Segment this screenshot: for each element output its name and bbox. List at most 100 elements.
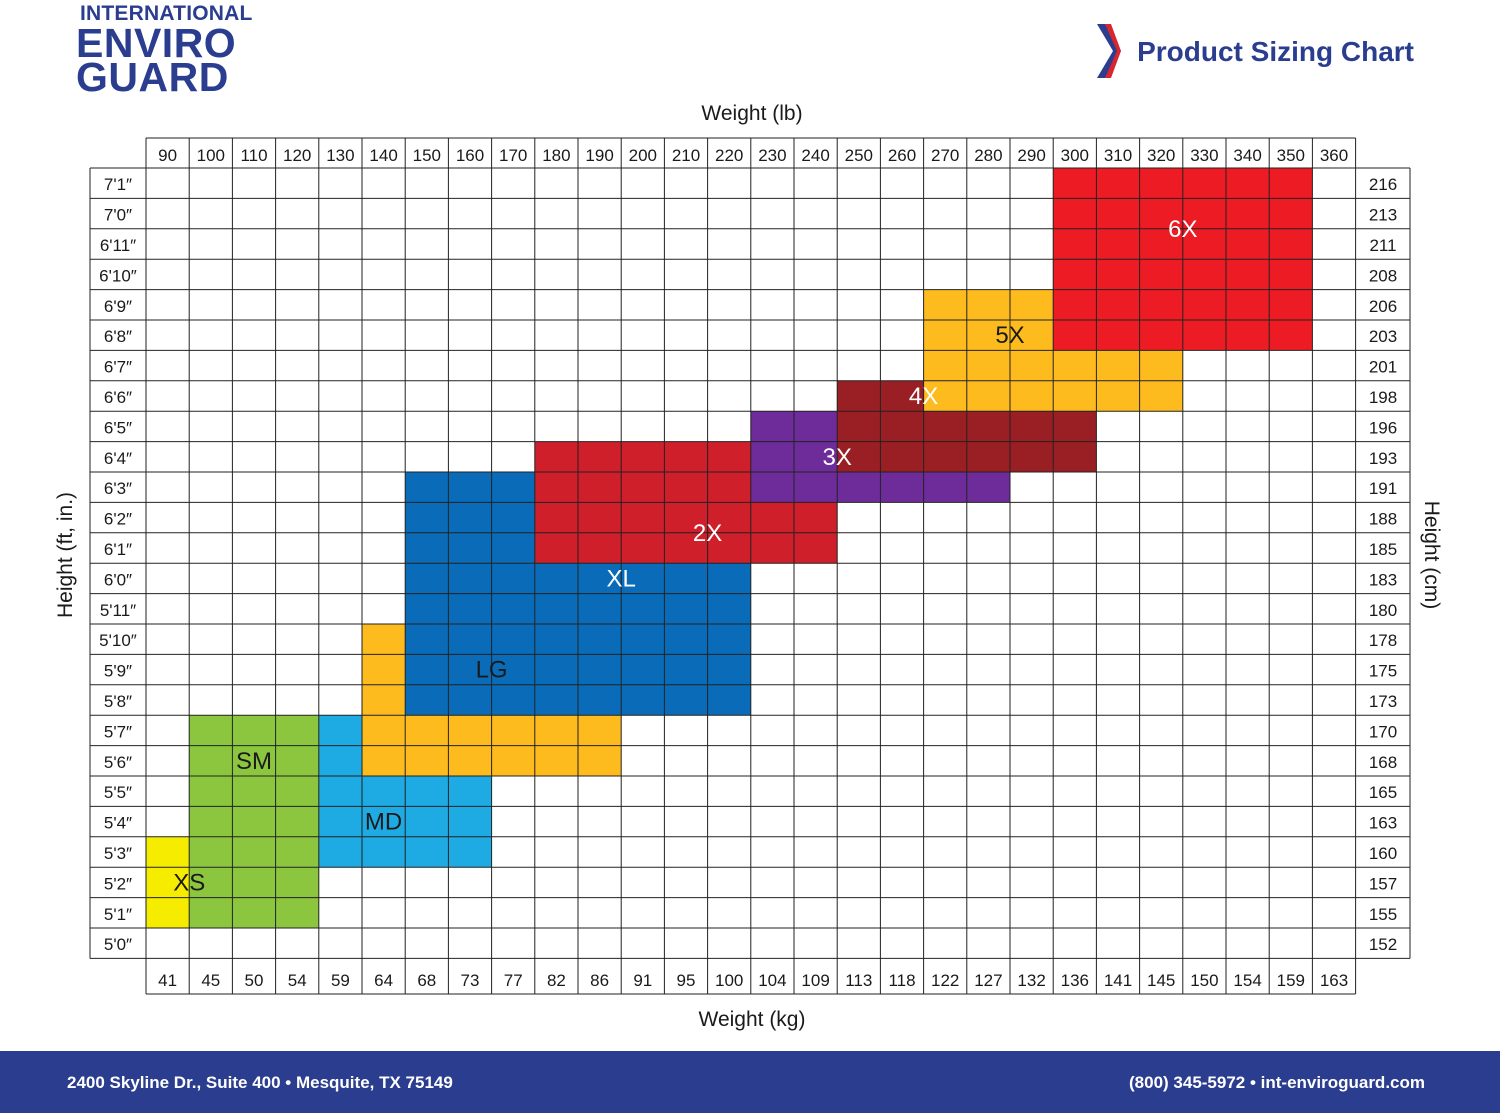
size-label-sm: SM [236, 748, 272, 775]
tick-label-kg: 73 [461, 971, 480, 990]
tick-label-ft: 6'3″ [104, 479, 132, 498]
tick-label-lb: 90 [158, 146, 177, 165]
sizing-chart: XS SM MD LG XL 2X 3X 4X 5X 6X 90 100 110 120 130 140 150… [54, 102, 1443, 1031]
tick-label-lb: 310 [1104, 146, 1132, 165]
footer-address: 2400 Skyline Dr., Suite 400 • Mesquite, … [67, 1073, 453, 1092]
tick-label-kg: 91 [633, 971, 652, 990]
tick-label-lb: 250 [845, 146, 873, 165]
tick-label-cm: 185 [1369, 540, 1397, 559]
tick-label-lb: 360 [1320, 146, 1348, 165]
tick-label-lb: 140 [369, 146, 397, 165]
tick-label-cm: 211 [1369, 236, 1396, 255]
tick-label-ft: 5'10″ [99, 631, 137, 650]
tick-label-kg: 141 [1104, 971, 1132, 990]
tick-label-ft: 5'7″ [104, 722, 132, 741]
tick-label-cm: 193 [1369, 449, 1397, 468]
tick-label-kg: 41 [158, 971, 177, 990]
tick-label-kg: 122 [931, 971, 959, 990]
size-label-xl: XL [607, 565, 636, 592]
tick-label-lb: 110 [240, 146, 267, 165]
brand-line-international: INTERNATIONAL [80, 2, 253, 25]
tick-label-cm: 163 [1369, 814, 1397, 833]
size-blocks [146, 168, 1313, 928]
tick-label-kg: 145 [1147, 971, 1175, 990]
tick-label-cm: 188 [1369, 510, 1397, 529]
tick-label-kg: 136 [1061, 971, 1089, 990]
tick-label-lb: 330 [1190, 146, 1218, 165]
tick-label-ft: 7'0″ [104, 206, 132, 225]
tick-label-lb: 190 [585, 146, 613, 165]
tick-label-ft: 6'1″ [104, 540, 132, 559]
tick-label-kg: 59 [331, 971, 350, 990]
tick-label-cm: 173 [1369, 692, 1397, 711]
tick-label-lb: 340 [1233, 146, 1261, 165]
tick-label-cm: 198 [1369, 388, 1397, 407]
tick-label-kg: 100 [715, 971, 743, 990]
tick-label-lb: 180 [542, 146, 570, 165]
tick-label-ft: 5'4″ [104, 814, 132, 833]
header: Product Sizing Chart [1097, 22, 1414, 82]
tick-label-cm: 168 [1369, 753, 1397, 772]
tick-label-lb: 300 [1061, 146, 1089, 165]
tick-label-ft: 6'4″ [104, 449, 132, 468]
tick-label-ft: 5'5″ [104, 783, 132, 802]
tick-label-cm: 157 [1369, 874, 1397, 893]
tick-label-lb: 160 [456, 146, 484, 165]
tick-label-kg: 132 [1017, 971, 1045, 990]
tick-label-lb: 350 [1277, 146, 1305, 165]
size-label-lg: LG [476, 657, 508, 684]
size-block-sm [189, 715, 319, 928]
tick-label-lb: 320 [1147, 146, 1175, 165]
brand-line-guard: GUARD [76, 54, 229, 100]
tick-label-kg: 127 [974, 971, 1002, 990]
tick-label-ft: 7'1″ [104, 175, 132, 194]
tick-label-kg: 109 [801, 971, 829, 990]
tick-label-lb: 240 [801, 146, 829, 165]
tick-label-cm: 213 [1369, 206, 1397, 225]
tick-label-kg: 95 [677, 971, 696, 990]
tick-label-kg: 113 [845, 971, 872, 990]
tick-label-ft: 6'0″ [104, 570, 132, 589]
size-label-md: MD [365, 809, 402, 836]
tick-label-ft: 6'9″ [104, 297, 132, 316]
tick-label-ft: 5'3″ [104, 844, 132, 863]
tick-label-ft: 5'1″ [104, 905, 132, 924]
tick-label-lb: 220 [715, 146, 743, 165]
tick-label-ft: 5'11″ [100, 601, 136, 620]
axis-title-bottom: Weight (kg) [699, 1008, 806, 1031]
brand-line-enviro: ENVIRO [76, 20, 237, 66]
tick-label-ft: 6'11″ [100, 236, 136, 255]
tick-label-lb: 150 [413, 146, 441, 165]
tick-label-ft: 5'6″ [104, 753, 132, 772]
tick-label-cm: 165 [1369, 783, 1397, 802]
tick-label-lb: 260 [888, 146, 916, 165]
tick-label-ft: 5'8″ [104, 692, 132, 711]
tick-label-cm: 191 [1369, 479, 1397, 498]
tick-label-kg: 54 [288, 971, 307, 990]
tick-label-kg: 68 [417, 971, 436, 990]
tick-label-kg: 50 [245, 971, 264, 990]
tick-label-cm: 180 [1369, 601, 1397, 620]
tick-label-kg: 82 [547, 971, 566, 990]
tick-label-lb: 120 [283, 146, 311, 165]
tick-label-cm: 206 [1369, 297, 1397, 316]
size-label-5x: 5X [995, 322, 1024, 349]
chevron-right-icon [1097, 24, 1122, 78]
tick-label-ft: 5'0″ [104, 935, 132, 954]
tick-label-ft: 6'2″ [104, 510, 132, 529]
axis-title-right: Height (cm) [1420, 501, 1443, 610]
tick-label-ft: 6'10″ [99, 266, 137, 285]
footer-contact: (800) 345-5972 • int-enviroguard.com [1129, 1073, 1425, 1092]
tick-label-kg: 77 [504, 971, 523, 990]
tick-label-kg: 150 [1190, 971, 1218, 990]
tick-label-cm: 170 [1369, 722, 1397, 741]
brand-logo: INTERNATIONAL ENVIRO GUARD [76, 2, 276, 100]
size-label-3x: 3X [823, 444, 852, 471]
tick-label-ft: 5'9″ [104, 662, 132, 681]
tick-label-cm: 203 [1369, 327, 1397, 346]
tick-label-kg: 45 [201, 971, 220, 990]
tick-label-cm: 216 [1369, 175, 1397, 194]
tick-label-kg: 154 [1233, 971, 1261, 990]
axis-title-top: Weight (lb) [701, 102, 802, 125]
tick-label-ft: 5'2″ [104, 874, 132, 893]
